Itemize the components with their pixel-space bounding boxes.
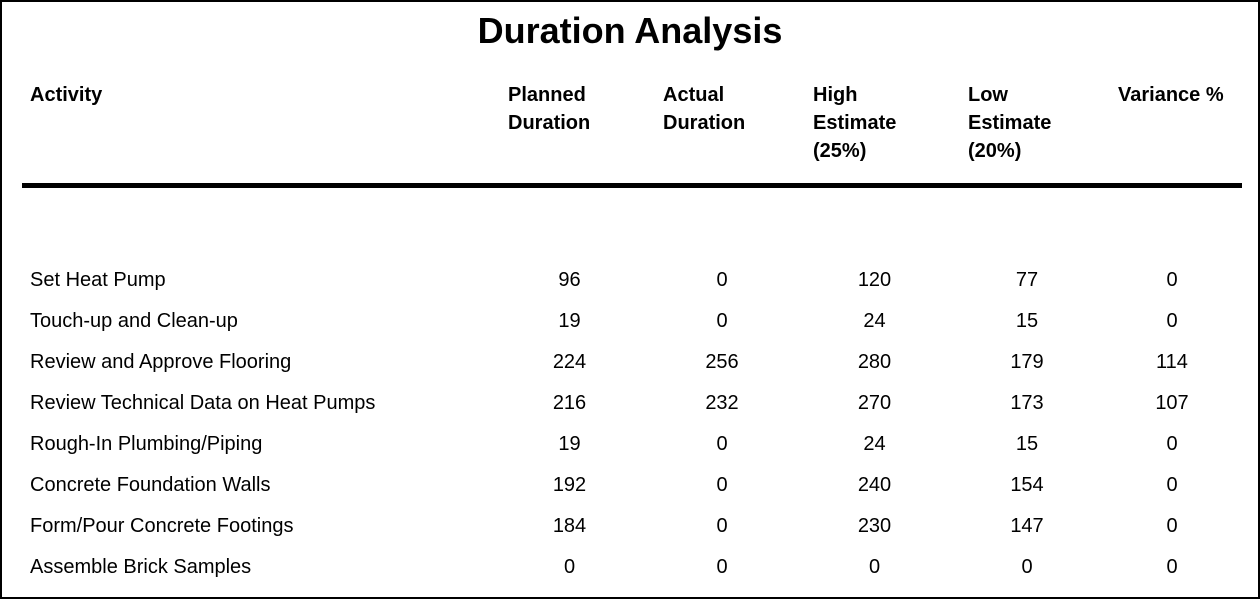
value-cell: 147 [1010,515,1044,537]
value-cell: 96 [558,269,581,291]
activity-cell: Review Technical Data on Heat Pumps [30,392,376,414]
table-row: Touch-up and Clean-up 19 0 24 15 0 [22,301,1242,342]
value-cell: 120 [857,269,892,291]
value-cell: 114 [1156,351,1188,373]
value-cell: 0 [1166,269,1178,291]
value-cell: 24 [863,310,886,332]
value-cell: 270 [857,392,892,414]
duration-table: Activity Planned Duration Actual Duratio… [22,53,1242,588]
value-cell: 0 [868,556,881,578]
value-cell: 24 [863,433,886,455]
table-header: Activity Planned Duration Actual Duratio… [22,53,1242,260]
activity-cell: Review and Approve Flooring [30,351,292,373]
table-row: Form/Pour Concrete Footings 184 0 230 147 0 [22,506,1242,547]
value-cell: 179 [1010,351,1044,373]
value-cell: 216 [552,392,587,414]
value-cell: 256 [705,351,739,373]
table-row: Set Heat Pump 96 0 120 77 0 [22,260,1242,301]
value-cell: 107 [1155,392,1189,414]
column-header-planned-duration: Planned Duration [508,84,591,134]
column-header-variance-percent: Variance % [1118,84,1224,106]
value-cell: 0 [563,556,576,578]
column-header-high-estimate: High Estimate (25%) [813,84,897,162]
value-cell: 15 [1015,310,1039,332]
value-cell: 19 [558,433,581,455]
value-cell: 230 [857,515,892,537]
value-cell: 0 [1166,433,1178,455]
value-cell: 19 [558,310,581,332]
column-header-actual-duration: Actual Duration [663,84,746,134]
header-rule-row [22,165,1242,188]
value-cell: 0 [1166,310,1178,332]
value-cell: 0 [1166,474,1178,496]
header-divider [22,183,1242,188]
value-cell: 173 [1010,392,1044,414]
value-cell: 0 [716,433,728,455]
value-cell: 0 [716,556,728,578]
value-cell: 184 [552,515,587,537]
activity-cell: Form/Pour Concrete Footings [30,515,294,537]
column-header-activity: Activity [30,84,103,106]
report-content: Activity Planned Duration Actual Duratio… [2,53,1258,588]
activity-cell: Rough-In Plumbing/Piping [30,433,263,455]
value-cell: 15 [1015,433,1039,455]
value-cell: 0 [1166,515,1178,537]
value-cell: 0 [716,474,728,496]
value-cell: 224 [552,351,587,373]
table-body: Set Heat Pump 96 0 120 77 0 Touch-up and Clean… [22,260,1242,588]
value-cell: 154 [1010,474,1044,496]
value-cell: 280 [857,351,892,373]
column-header-low-estimate: Low Estimate (20%) [968,84,1052,162]
value-cell: 0 [1166,556,1178,578]
value-cell: 240 [857,474,892,496]
spacer-row [22,188,1242,260]
value-cell: 232 [705,392,739,414]
activity-cell: Concrete Foundation Walls [30,474,271,496]
table-row: Review and Approve Flooring 224 256 280 179 1… [22,342,1242,383]
table-row: Rough-In Plumbing/Piping 19 0 24 15 0 [22,424,1242,465]
activity-cell: Touch-up and Clean-up [30,310,238,332]
value-cell: 0 [716,515,728,537]
table-row: Review Technical Data on Heat Pumps 216 23… [22,383,1242,424]
activity-cell: Assemble Brick Samples [30,556,252,578]
page-title: Duration Analysis [477,10,783,51]
value-cell: 77 [1015,269,1039,291]
table-row: Assemble Brick Samples 0 0 0 0 0 [22,547,1242,588]
header-row: Activity Planned Duration Actual Duratio… [22,53,1242,165]
value-cell: 0 [1021,556,1033,578]
table-row: Concrete Foundation Walls 192 0 240 154 0 [22,465,1242,506]
activity-cell: Set Heat Pump [30,269,166,291]
value-cell: 0 [716,269,728,291]
value-cell: 192 [552,474,587,496]
value-cell: 0 [716,310,728,332]
